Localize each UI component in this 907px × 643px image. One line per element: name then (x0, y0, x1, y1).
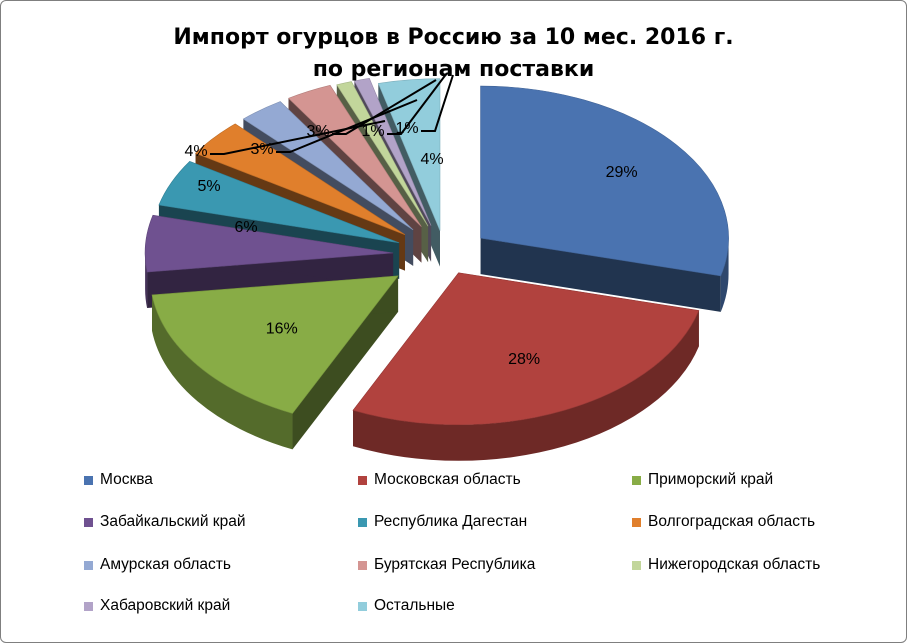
chart-title: Импорт огурцов в Россию за 10 мес. 2016 … (0, 22, 907, 86)
data-label-10: 4% (420, 151, 443, 168)
pie-slice-6 (242, 101, 414, 231)
data-label-6: 3% (250, 141, 273, 158)
data-label-2: 16% (266, 321, 298, 338)
pie-slice-4 (158, 161, 400, 244)
pie-slice-wall-0-1 (480, 238, 721, 312)
data-label-0: 29% (606, 164, 638, 181)
leader-line-9 (421, 74, 454, 132)
data-label-3: 6% (234, 219, 257, 236)
chart-title-line-1: Импорт огурцов в Россию за 10 мес. 2016 … (173, 25, 734, 50)
pie-slice-3 (144, 214, 394, 273)
data-label-8: 1% (361, 123, 384, 140)
leader-line-5 (210, 120, 386, 155)
data-label-1: 28% (508, 351, 540, 368)
pie-slice-2 (151, 275, 399, 414)
chart-title-line-2: по регионам поставки (312, 57, 595, 82)
pie-slice-10 (377, 78, 441, 231)
pie-slice-5 (194, 123, 406, 235)
pie-slice-side-3-0 (145, 252, 148, 309)
pie-slice-1 (352, 272, 700, 425)
pie-slice-wall-2-0 (292, 275, 399, 450)
data-label-5: 4% (184, 143, 207, 160)
leader-line-8 (387, 72, 448, 135)
pie-slice-9 (353, 78, 432, 226)
data-label-9: 1% (395, 120, 418, 137)
data-label-7: 3% (306, 123, 329, 140)
pie-slice-side-2-0 (152, 294, 293, 450)
pie-slice-side-0-0 (720, 238, 729, 312)
pie-slice-8 (336, 81, 429, 227)
data-label-4: 5% (197, 178, 220, 195)
pie-slice-side-1-0 (353, 310, 699, 461)
leader-line-7 (332, 79, 437, 135)
pie-slice-7 (287, 84, 422, 227)
pie-slice-0 (480, 85, 729, 277)
